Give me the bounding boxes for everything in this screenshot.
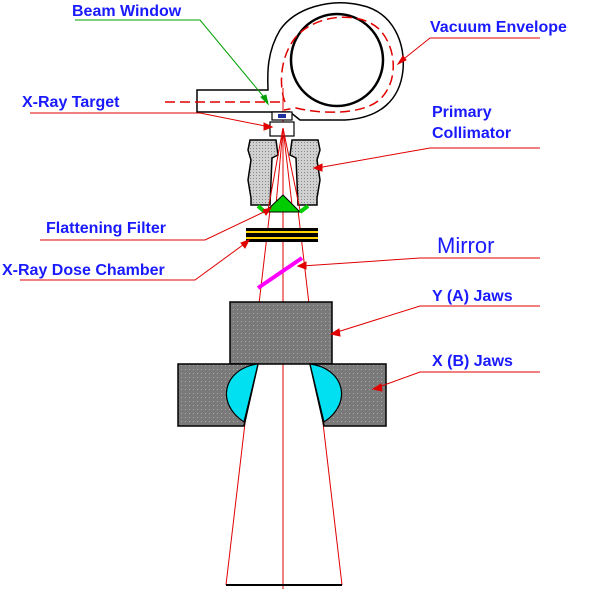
label-beam-window: Beam Window [72, 3, 182, 20]
vacuum-envelope [165, 2, 404, 121]
x-jaws [177, 363, 387, 427]
dose-chamber [246, 228, 318, 242]
label-flattening-filter: Flattening Filter [46, 220, 166, 237]
y-jaws [229, 301, 333, 365]
primary-collimator [247, 139, 321, 206]
label-primary-collimator-2: Collimator [432, 125, 511, 142]
leader-lines [20, 19, 540, 392]
label-dose-chamber: X-Ray Dose Chamber [2, 262, 165, 279]
label-xray-target: X-Ray Target [22, 94, 120, 111]
label-y-jaws: Y (A) Jaws [432, 288, 513, 305]
label-mirror: Mirror [437, 233, 494, 258]
mirror [256, 256, 304, 290]
label-x-jaws: X (B) Jaws [432, 353, 513, 370]
label-primary-collimator-1: Primary [432, 104, 492, 121]
label-vacuum-envelope: Vacuum Envelope [430, 19, 567, 36]
